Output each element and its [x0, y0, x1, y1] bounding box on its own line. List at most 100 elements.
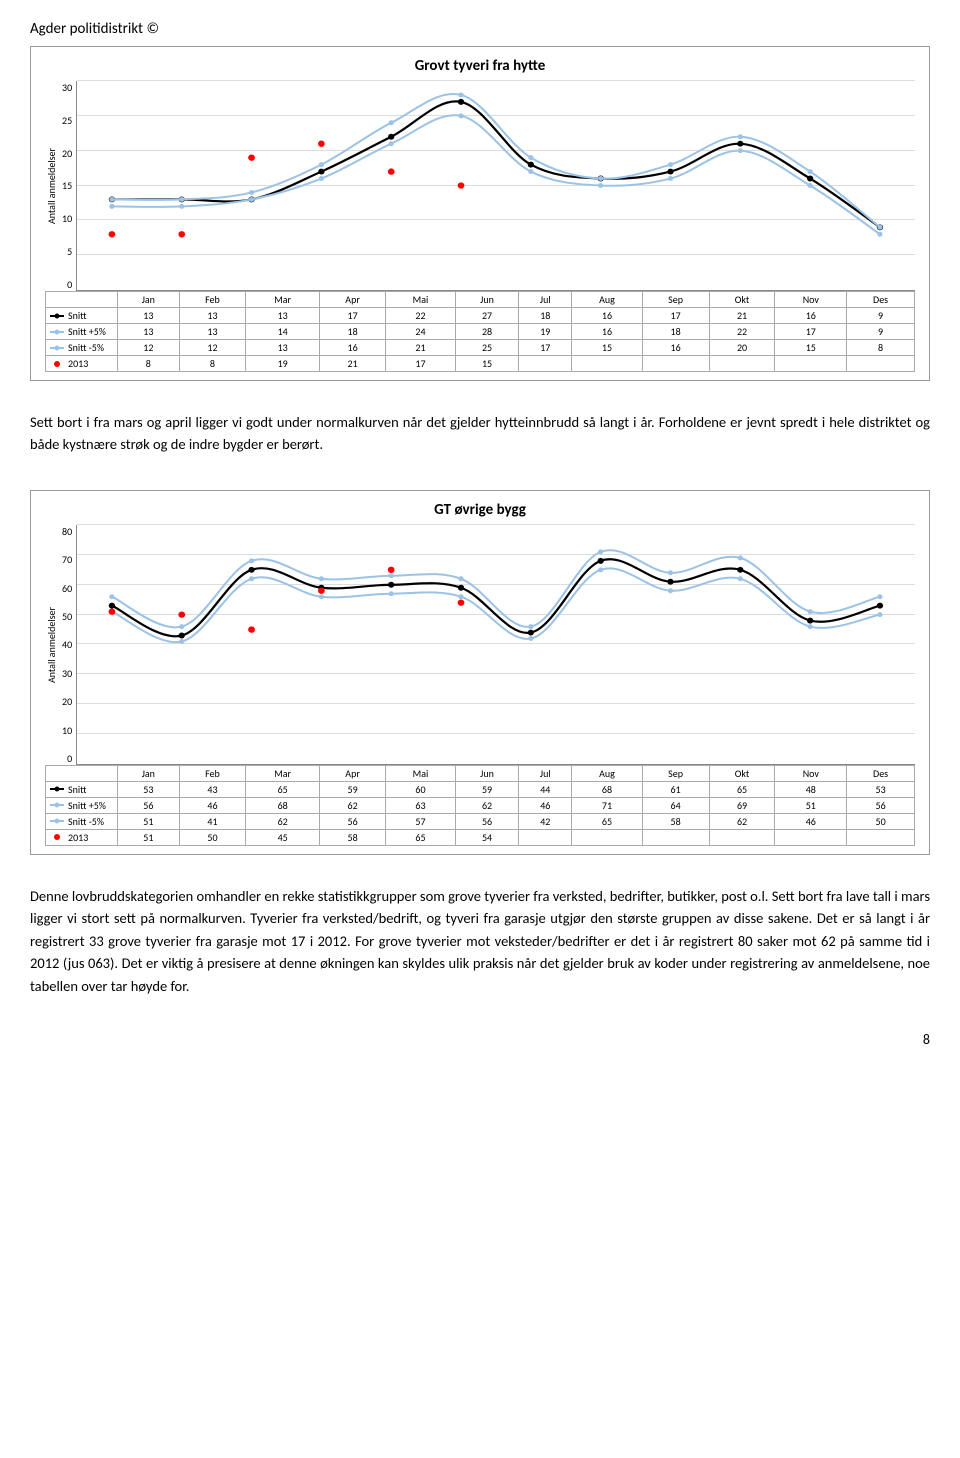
series-marker — [388, 582, 394, 588]
series-marker — [319, 162, 324, 167]
data-cell: 20 — [709, 340, 775, 356]
data-cell: 25 — [455, 340, 518, 356]
series-marker — [877, 612, 882, 617]
data-cell: 63 — [386, 797, 456, 813]
data-cell — [519, 829, 572, 845]
series-marker — [109, 204, 114, 209]
series-marker — [249, 197, 254, 202]
data-cell: 61 — [642, 781, 709, 797]
series-marker — [598, 176, 603, 181]
series-marker — [528, 155, 533, 160]
series-marker — [319, 576, 324, 581]
data-cell: 16 — [572, 324, 642, 340]
data-cell: 48 — [775, 781, 847, 797]
chart-data-table: JanFebMarAprMaiJunJulAugSepOktNovDesSnit… — [45, 765, 915, 846]
series-marker — [249, 567, 255, 573]
data-cell: 71 — [572, 797, 642, 813]
data-cell: 50 — [847, 813, 915, 829]
series-marker — [668, 162, 673, 167]
data-cell: 15 — [455, 356, 518, 372]
series-marker — [737, 567, 743, 573]
chart-svg — [77, 525, 915, 764]
data-cell: 58 — [320, 829, 386, 845]
series-marker — [738, 555, 743, 560]
data-cell: 62 — [320, 797, 386, 813]
month-header: Mar — [246, 765, 320, 781]
series-marker — [668, 588, 673, 593]
series-marker — [388, 134, 394, 140]
legend-swatch — [50, 788, 64, 790]
data-cell: 56 — [455, 813, 518, 829]
data-cell: 13 — [118, 324, 180, 340]
series-marker — [877, 603, 883, 609]
data-cell: 45 — [246, 829, 320, 845]
series-marker — [458, 599, 465, 605]
chart-gt-ovrige-bygg: GT øvrige byggAntall anmeldelser80706050… — [30, 490, 930, 855]
data-cell: 46 — [179, 797, 246, 813]
chart-title: Grovt tyveri fra hytte — [45, 57, 915, 75]
series-marker — [388, 168, 395, 174]
legend-swatch — [50, 836, 64, 838]
paragraph-1: Sett bort i fra mars og april ligger vi … — [30, 411, 930, 456]
legend-swatch — [50, 347, 64, 349]
y-tick-label: 60 — [62, 582, 72, 595]
series-marker — [877, 232, 882, 237]
data-cell: 58 — [642, 813, 709, 829]
month-header: Jan — [118, 765, 180, 781]
series-marker — [179, 231, 186, 237]
series-marker — [248, 154, 255, 160]
month-header: Mai — [386, 765, 456, 781]
series-marker — [249, 576, 254, 581]
data-cell: 64 — [642, 797, 709, 813]
data-cell: 17 — [642, 308, 709, 324]
data-cell: 22 — [709, 324, 775, 340]
month-header: Jul — [519, 292, 572, 308]
data-cell: 27 — [455, 308, 518, 324]
series-marker — [179, 632, 185, 638]
series-marker — [528, 162, 534, 168]
month-header: Mar — [246, 292, 320, 308]
series-marker — [737, 141, 743, 147]
series-name: Snitt +5% — [46, 797, 118, 813]
series-name: Snitt -5% — [46, 813, 118, 829]
series-name: Snitt — [46, 781, 118, 797]
month-header: Jun — [455, 292, 518, 308]
series-marker — [248, 626, 255, 632]
data-cell: 13 — [179, 324, 246, 340]
data-cell: 44 — [519, 781, 572, 797]
month-header: Feb — [179, 765, 246, 781]
data-cell: 17 — [320, 308, 386, 324]
month-header: Aug — [572, 292, 642, 308]
data-cell: 28 — [455, 324, 518, 340]
data-cell: 51 — [118, 813, 180, 829]
data-cell: 53 — [847, 781, 915, 797]
data-cell: 57 — [386, 813, 456, 829]
series-marker — [459, 92, 464, 97]
month-header: Sep — [642, 292, 709, 308]
month-header: Nov — [775, 292, 847, 308]
series-marker — [389, 573, 394, 578]
series-line — [112, 568, 880, 642]
y-tick-label: 80 — [62, 525, 72, 538]
series-marker — [528, 636, 533, 641]
legend-swatch — [50, 315, 64, 317]
data-cell: 24 — [386, 324, 456, 340]
data-cell: 62 — [246, 813, 320, 829]
legend-swatch — [50, 363, 64, 365]
month-header: Aug — [572, 765, 642, 781]
y-tick-label: 50 — [62, 610, 72, 623]
data-cell: 46 — [519, 797, 572, 813]
data-cell: 15 — [775, 340, 847, 356]
data-cell — [847, 356, 915, 372]
series-marker — [389, 141, 394, 146]
legend-swatch — [50, 804, 64, 806]
series-marker — [179, 611, 186, 617]
data-cell: 9 — [847, 324, 915, 340]
month-header: Apr — [320, 765, 386, 781]
data-cell: 56 — [847, 797, 915, 813]
series-marker — [668, 570, 673, 575]
series-name: 2013 — [46, 356, 118, 372]
series-marker — [598, 558, 604, 564]
data-cell: 68 — [572, 781, 642, 797]
data-cell — [709, 356, 775, 372]
